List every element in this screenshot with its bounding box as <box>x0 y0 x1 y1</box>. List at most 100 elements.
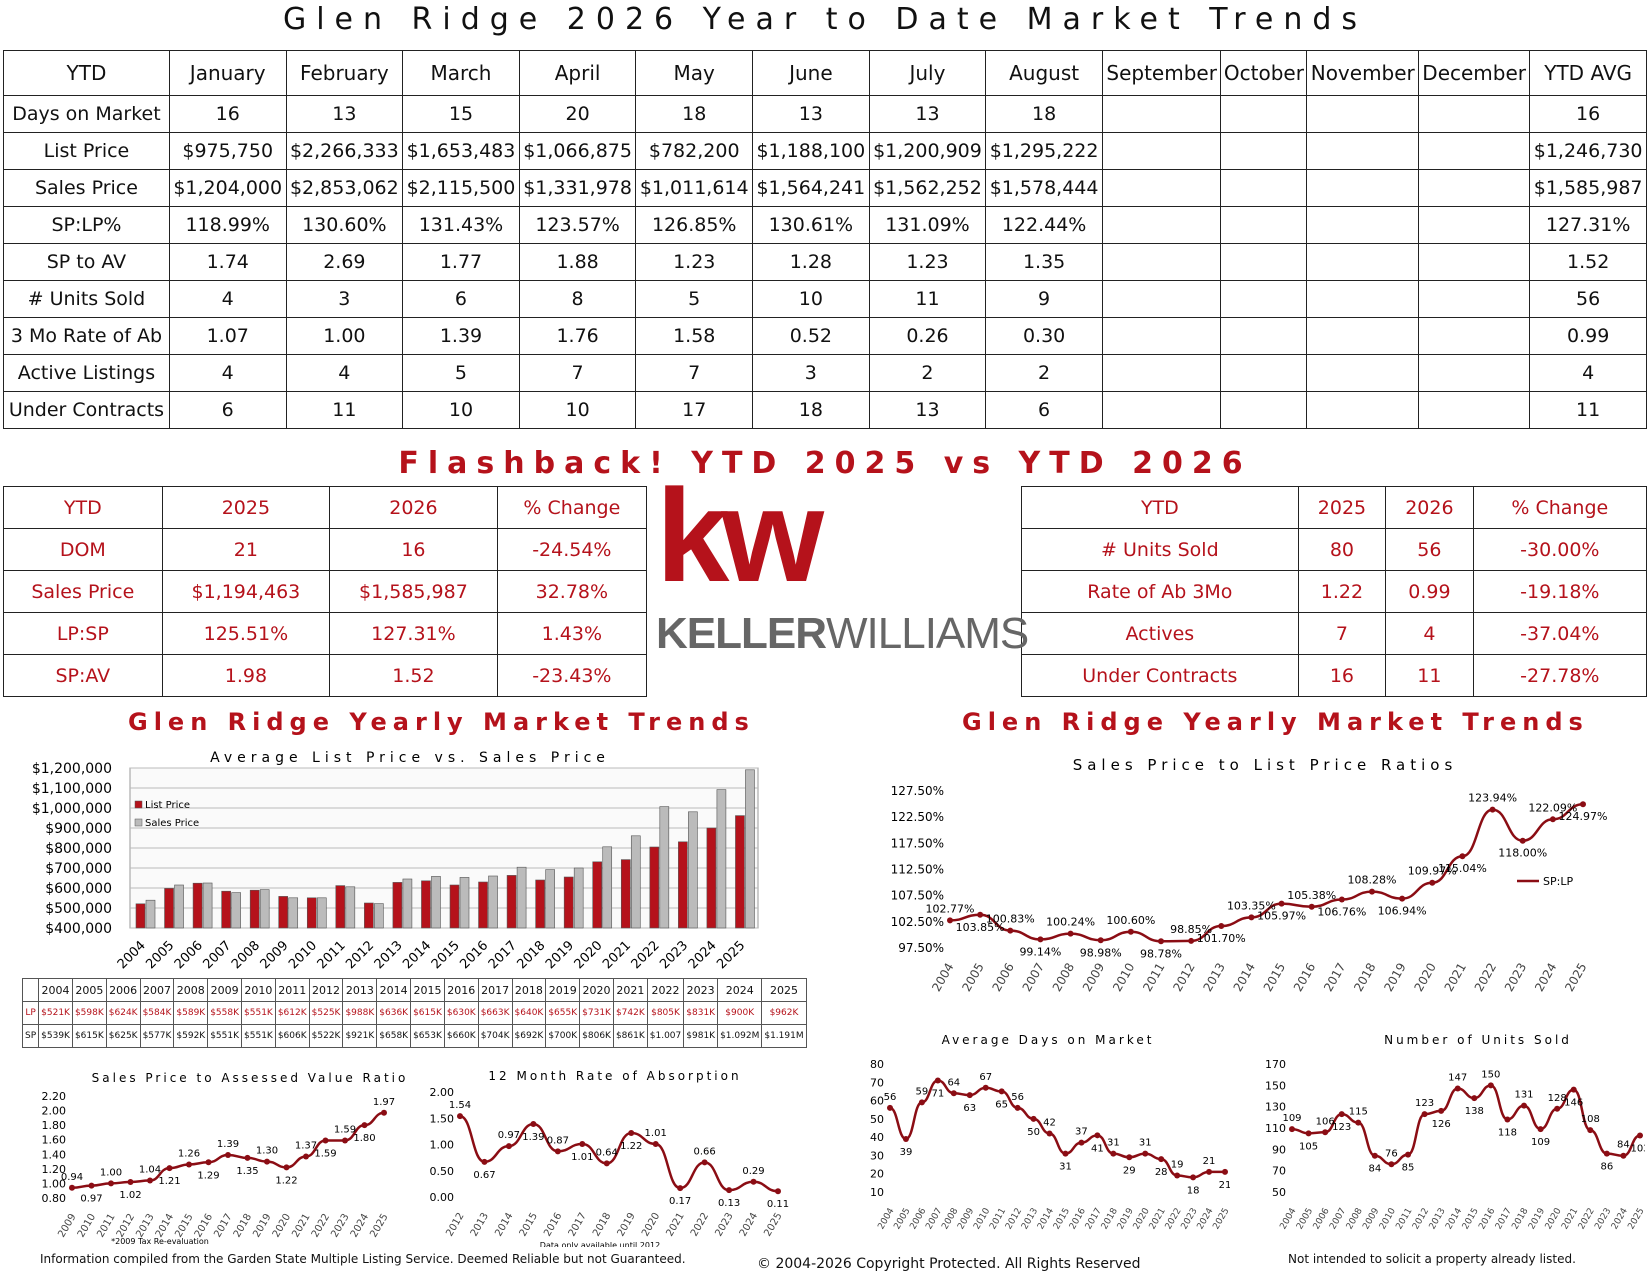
data-point <box>1110 1150 1117 1157</box>
data-point <box>1289 1126 1295 1133</box>
table-cell <box>1101 206 1222 244</box>
bar-list-price <box>449 884 460 929</box>
data-point <box>628 1129 635 1136</box>
x-tick-label: 2025 <box>714 938 748 972</box>
data-point <box>750 1178 757 1185</box>
table-cell: $988K <box>342 1001 378 1025</box>
y-tick-label: 1.20 <box>42 1163 67 1176</box>
table-header-row: YTD January February March April May June July A… <box>3 50 1647 96</box>
table-cell: $1,204,000 <box>168 169 287 207</box>
data-point <box>1399 895 1406 902</box>
table-cell <box>1220 354 1308 392</box>
table-cell: $2,115,500 <box>402 169 520 207</box>
section-title-left: Glen Ridge Yearly Market Trends <box>128 708 755 736</box>
table-cell: $658K <box>376 1024 412 1048</box>
x-tick-label: 2013 <box>1200 961 1227 994</box>
table-cell: 2023 <box>683 978 719 1002</box>
table-row: Under Contracts 6 11 10 10 17 18 13 6 11 <box>3 391 1647 429</box>
bar-list-price <box>620 859 631 929</box>
table-cell: 2 <box>985 354 1103 392</box>
x-tick-label: 2022 <box>689 1211 711 1239</box>
table-cell: 1.88 <box>518 243 637 281</box>
table-cell: 18 <box>752 391 870 429</box>
bar-list-price <box>706 827 717 929</box>
x-tick-label: 2017 <box>1321 961 1348 994</box>
table-cell: 32.78% <box>496 570 648 613</box>
x-tick-label: 2009 <box>1080 961 1107 994</box>
table-cell: 4 <box>285 354 404 392</box>
data-label: 131 <box>1514 1090 1533 1101</box>
data-label: 1.04 <box>139 1165 161 1176</box>
data-label: 71 <box>931 1088 944 1099</box>
bar-list-price <box>421 880 431 929</box>
x-tick-label: 2012 <box>343 938 377 972</box>
data-label: 124.97% <box>1559 810 1608 823</box>
table-cell <box>1306 169 1420 207</box>
x-tick-label: 2017 <box>567 1211 589 1239</box>
data-label: 0.87 <box>547 1135 569 1146</box>
data-point <box>1078 1139 1085 1146</box>
data-label: 1.02 <box>119 1190 141 1201</box>
kw-wordmark-light: WILLIAMS <box>826 609 1029 658</box>
x-tick-label: 2024 <box>1532 961 1559 994</box>
x-tick-label: 2013 <box>134 1212 156 1240</box>
table-cell <box>1101 354 1222 392</box>
data-point <box>322 1137 329 1144</box>
data-point <box>1190 1174 1197 1181</box>
table-cell: 16 <box>1529 95 1647 133</box>
data-point <box>1521 1102 1527 1109</box>
data-label: 42 <box>1043 1117 1056 1128</box>
table-row: Active Listings 4 4 5 7 7 3 2 2 4 <box>3 354 1647 392</box>
table-cell: 1.98 <box>161 654 331 697</box>
data-label: 21 <box>1203 1156 1216 1167</box>
data-label: 56 <box>1011 1092 1024 1103</box>
line-chart-sp-lp-ratio: Sales Price to List Price Ratios 127.50% 1… <box>891 756 1608 994</box>
table-cell: 1.07 <box>168 317 287 355</box>
table-cell: 2017 <box>477 978 513 1002</box>
y-tick-label: $1,100,000 <box>32 781 112 797</box>
bar-sales-price <box>602 846 613 929</box>
table-cell <box>1418 317 1531 355</box>
table-cell: 21 <box>161 528 331 571</box>
y-tick-label: 1.00 <box>42 1177 67 1190</box>
chart-title: Average Days on Market <box>942 1033 1155 1047</box>
data-point <box>977 911 984 918</box>
kw-wordmark-bold: KELLER <box>656 609 827 658</box>
table-cell: $630K <box>443 1001 479 1025</box>
table-cell: -27.78% <box>1472 654 1648 697</box>
data-point <box>264 1158 270 1165</box>
data-label: 0.17 <box>669 1196 691 1207</box>
footer-left: Information compiled from the Garden Sta… <box>40 1252 686 1266</box>
data-label: 0.13 <box>718 1198 740 1209</box>
data-point <box>530 1121 537 1128</box>
table-cell: 2025 <box>1297 486 1387 529</box>
table-cell <box>1220 132 1308 170</box>
bar-sales-price <box>288 897 299 929</box>
table-cell <box>1101 317 1222 355</box>
table-cell: 13 <box>868 391 987 429</box>
data-point <box>966 1092 973 1099</box>
bar-sales-price <box>716 789 727 929</box>
x-tick-label: 2023 <box>657 938 691 972</box>
table-cell: 56 <box>1529 280 1647 318</box>
data-point <box>166 1165 173 1172</box>
table-cell: 1.52 <box>1529 243 1647 281</box>
data-label: 1.30 <box>256 1146 278 1157</box>
chart-title: Sales Price to List Price Ratios <box>1073 756 1458 774</box>
data-point <box>677 1185 684 1192</box>
data-label: 1.22 <box>275 1175 297 1186</box>
table-cell: 7 <box>1297 612 1387 655</box>
data-label: 106.76% <box>1317 906 1366 919</box>
table-cell: $1,564,241 <box>752 169 870 207</box>
y-tick-label: 2.20 <box>42 1090 67 1103</box>
bar-sales-price <box>573 867 584 929</box>
table-cell: 3 <box>752 354 870 392</box>
table-cell: 1.39 <box>402 317 520 355</box>
data-point <box>947 917 953 924</box>
table-cell: May <box>635 50 754 96</box>
data-point <box>505 1143 512 1150</box>
data-point <box>603 1160 610 1167</box>
data-label: 86 <box>1600 1162 1613 1173</box>
series-line <box>949 802 1584 943</box>
x-tick-label: 2019 <box>1381 961 1408 994</box>
